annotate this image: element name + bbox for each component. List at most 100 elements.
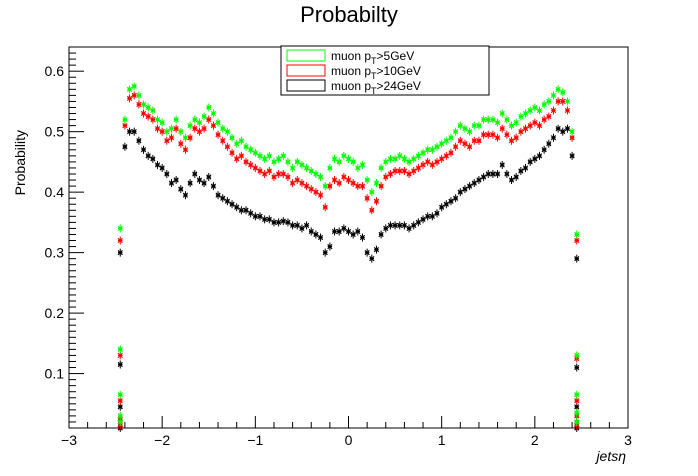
data-point — [196, 127, 203, 136]
data-point — [136, 91, 142, 100]
data-point — [257, 212, 263, 221]
data-point — [429, 145, 435, 154]
data-point — [518, 127, 524, 136]
data-point — [154, 124, 161, 133]
data-point — [327, 242, 333, 251]
data-point — [378, 182, 384, 191]
data-point — [550, 133, 557, 142]
data-point — [480, 130, 487, 139]
data-point — [471, 179, 477, 188]
data-point — [131, 127, 137, 136]
data-point — [117, 390, 123, 399]
data-point — [192, 170, 198, 178]
data-point — [159, 127, 165, 136]
data-point — [164, 170, 170, 178]
data-point — [574, 396, 580, 405]
data-point — [322, 203, 328, 212]
data-point — [364, 194, 370, 203]
data-point — [289, 221, 296, 230]
data-point — [443, 200, 449, 209]
data-point — [420, 215, 426, 224]
x-tick-label: 3 — [624, 432, 632, 448]
data-point — [466, 142, 473, 151]
data-point — [285, 218, 291, 227]
data-point — [476, 136, 482, 145]
data-point — [387, 170, 394, 178]
data-point — [252, 148, 258, 157]
data-point — [453, 127, 459, 136]
data-point — [215, 191, 221, 200]
data-point — [569, 127, 575, 136]
data-point — [206, 103, 212, 112]
data-point — [331, 227, 338, 236]
data-point — [415, 218, 421, 227]
data-point — [257, 151, 263, 160]
data-point — [564, 97, 571, 106]
data-point — [513, 173, 519, 182]
data-point — [369, 188, 375, 197]
data-point — [215, 130, 221, 139]
data-point — [280, 170, 286, 178]
data-point — [541, 115, 547, 124]
data-point — [285, 157, 291, 166]
data-point — [485, 170, 491, 178]
data-point — [117, 411, 123, 420]
data-point — [331, 176, 338, 185]
data-point — [182, 145, 189, 154]
data-point — [145, 151, 151, 160]
data-point — [439, 139, 445, 148]
chart-title: Probabilty — [300, 2, 398, 27]
data-point — [150, 115, 156, 124]
data-point — [289, 163, 296, 172]
data-points — [117, 82, 580, 432]
data-point — [322, 182, 328, 191]
data-point — [313, 230, 319, 239]
data-point — [280, 151, 286, 160]
data-point — [238, 136, 244, 145]
data-point — [406, 157, 412, 166]
data-point — [243, 206, 249, 215]
data-point — [434, 209, 440, 218]
data-point — [439, 203, 445, 212]
data-point — [383, 224, 389, 233]
legend-item: muon pT>10GeV — [286, 64, 421, 81]
x-tick-label: −3 — [61, 432, 77, 448]
data-point — [271, 157, 277, 166]
data-point — [401, 154, 408, 163]
data-point — [499, 109, 505, 118]
data-point — [350, 230, 356, 239]
data-point — [150, 106, 156, 115]
legend-swatch — [286, 79, 326, 92]
data-point — [140, 100, 147, 109]
data-point — [490, 115, 496, 124]
data-point — [364, 248, 370, 257]
data-point — [285, 173, 291, 182]
data-point — [341, 224, 347, 233]
data-point — [196, 118, 203, 127]
legend-label: muon pT>24GeV — [331, 79, 421, 96]
data-point — [350, 179, 356, 188]
data-point — [294, 176, 300, 185]
x-tick-label: 0 — [345, 432, 353, 448]
legend-label: muon pT>10GeV — [331, 64, 421, 81]
data-point — [201, 179, 207, 188]
legend-item: muon pT>24GeV — [286, 79, 421, 96]
data-point — [574, 417, 580, 426]
data-point — [229, 133, 235, 142]
data-point — [308, 166, 314, 175]
data-point — [574, 230, 580, 239]
data-point — [439, 154, 445, 163]
data-point — [210, 109, 217, 118]
data-point — [364, 176, 370, 185]
data-point — [574, 390, 580, 399]
data-point — [457, 188, 463, 197]
data-point — [266, 215, 272, 224]
data-point — [220, 194, 226, 203]
data-point — [560, 97, 566, 106]
data-point — [126, 127, 133, 136]
data-point — [373, 179, 380, 188]
data-point — [341, 151, 347, 160]
data-point — [345, 154, 352, 163]
data-point — [201, 112, 207, 121]
data-point — [201, 124, 207, 133]
